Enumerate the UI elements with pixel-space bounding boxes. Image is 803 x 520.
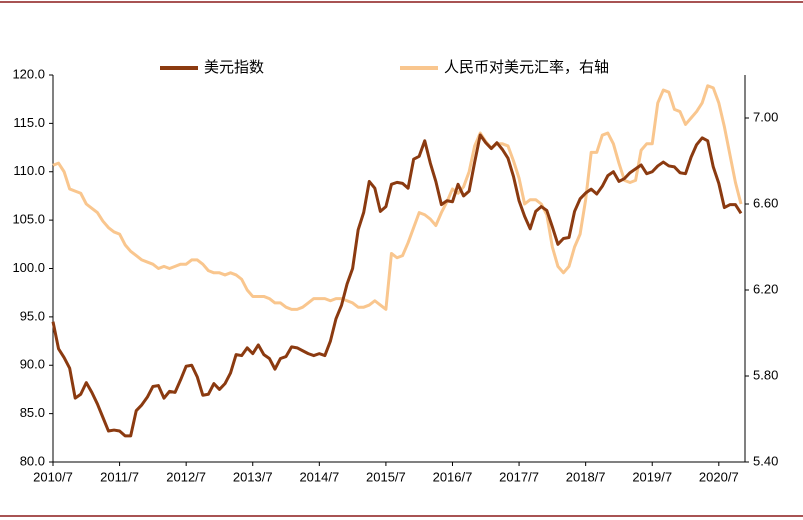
legend-label: 人民币对美元汇率，右轴 (444, 59, 609, 76)
x-tick-label: 2013/7 (233, 469, 273, 484)
y2-tick-label: 7.00 (753, 109, 778, 124)
y-tick-label: 85.0 (20, 405, 45, 420)
y2-tick-label: 5.40 (753, 453, 778, 468)
y2-tick-label: 6.60 (753, 195, 778, 210)
y-tick-label: 80.0 (20, 453, 45, 468)
x-tick-label: 2014/7 (299, 469, 339, 484)
y-tick-label: 95.0 (20, 308, 45, 323)
x-tick-label: 2011/7 (100, 469, 139, 484)
y-tick-label: 110.0 (13, 163, 45, 178)
y-tick-label: 90.0 (20, 357, 45, 372)
x-tick-label: 2020/7 (699, 469, 739, 484)
x-tick-label: 2015/7 (366, 469, 406, 484)
y-tick-label: 105.0 (12, 212, 45, 227)
series-line (52, 84, 743, 311)
y-tick-label: 115.0 (13, 115, 45, 130)
y2-tick-label: 5.80 (753, 367, 778, 382)
x-tick-label: 2010/7 (33, 469, 73, 484)
y-tick-label: 120.0 (12, 66, 45, 81)
legend-label: 美元指数 (204, 59, 264, 76)
y-tick-label: 100.0 (12, 260, 45, 275)
x-tick-label: 2019/7 (632, 469, 672, 484)
x-tick-label: 2012/7 (166, 469, 206, 484)
series-line (51, 133, 743, 438)
x-tick-label: 2016/7 (433, 469, 473, 484)
x-tick-label: 2018/7 (566, 469, 606, 484)
y2-tick-label: 6.20 (753, 281, 778, 296)
x-tick-label: 2017/7 (499, 469, 539, 484)
